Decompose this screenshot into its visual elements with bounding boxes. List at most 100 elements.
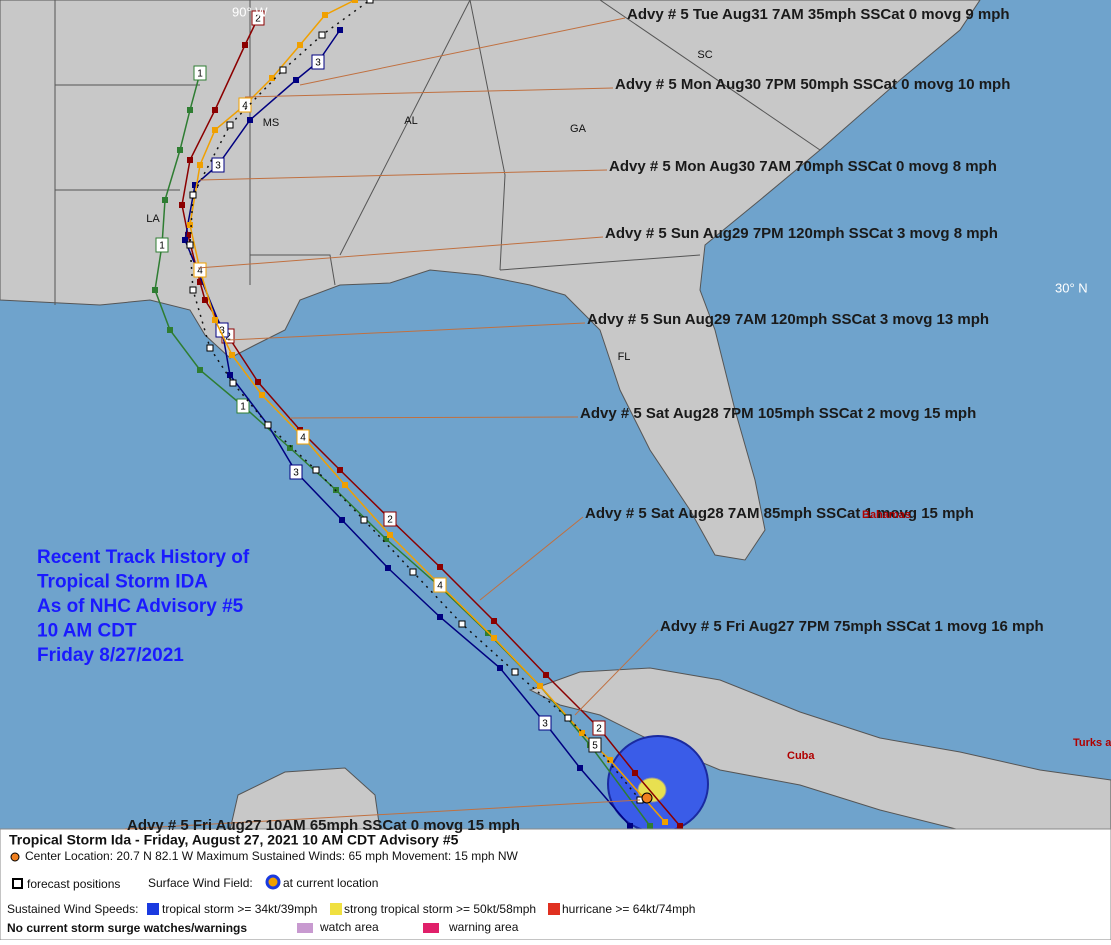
forecast-label: 3 (219, 326, 225, 337)
leader-line (479, 516, 584, 601)
track-point (179, 202, 185, 208)
track-line (184, 29, 631, 827)
track-point (409, 568, 417, 576)
forecast-box (296, 429, 310, 445)
track-point (677, 823, 683, 829)
track-point (287, 445, 293, 451)
legend-text: warning area (448, 920, 519, 934)
forecast-box (193, 262, 207, 278)
speed-swatch (548, 903, 560, 915)
track-point (152, 287, 158, 293)
track-point (564, 714, 572, 722)
forecast-label: 2 (255, 14, 261, 25)
track-point (339, 517, 345, 523)
track-point (491, 618, 497, 624)
track-point (212, 107, 218, 113)
track-point (259, 392, 265, 398)
speed-swatch (330, 903, 342, 915)
forecast-box (538, 715, 552, 731)
track-point (212, 127, 218, 133)
border (469, 0, 506, 271)
track-point (322, 12, 328, 18)
track-point (312, 466, 320, 474)
track-point (360, 516, 368, 524)
forecast-label: 1 (197, 69, 203, 80)
forecast-label: 4 (437, 581, 443, 592)
forecast-box (433, 577, 447, 593)
warning-swatch (423, 923, 439, 933)
advisory-label: Advy # 5 Fri Aug27 7PM 75mph SSCat 1 mov… (660, 618, 1044, 635)
track-point (387, 532, 393, 538)
forecast-box (236, 398, 250, 414)
forecast-label: 3 (542, 719, 548, 730)
legend-text: Sustained Wind Speeds: (7, 902, 138, 916)
track-point (255, 379, 261, 385)
legend-text: tropical storm >= 34kt/39mph (162, 902, 317, 916)
track-point (197, 367, 203, 373)
track-point (607, 757, 613, 763)
forecast-label: 3 (293, 468, 299, 479)
leader-line (299, 17, 626, 86)
track-point (543, 672, 549, 678)
leader-line (227, 322, 586, 341)
track-point (632, 770, 638, 776)
wind-icon (265, 874, 281, 890)
forecast-label: 4 (197, 266, 203, 277)
track-point (189, 191, 197, 199)
legend-text: Surface Wind Field: (148, 876, 253, 890)
leader-line (124, 799, 641, 830)
track-point (186, 241, 194, 249)
forecast-box (193, 65, 207, 81)
track-point (337, 27, 343, 33)
track-point (437, 614, 443, 620)
track-point (227, 372, 233, 378)
track-point (342, 482, 348, 488)
track-point (212, 317, 218, 323)
track-point (185, 232, 191, 238)
track-point (627, 823, 633, 829)
track-point (579, 730, 585, 736)
track-point (229, 379, 237, 387)
forecast-box (588, 737, 602, 753)
forecast-label: 4 (300, 433, 306, 444)
legend-text: Center Location: 20.7 N 82.1 W Maximum S… (25, 849, 519, 863)
forecast-label: 3 (315, 58, 321, 69)
track-point (192, 182, 198, 188)
track-point (537, 683, 543, 689)
forecast-label: 5 (592, 741, 598, 752)
advisory-label: Advy # 5 Fri Aug27 10AM 65mph SSCat 0 mo… (127, 817, 520, 834)
legend-text: forecast positions (27, 877, 120, 891)
track-point (383, 536, 389, 542)
track-point (293, 77, 299, 83)
track-point (279, 66, 287, 74)
leader-line (574, 629, 659, 716)
history-title: 10 AM CDT (37, 621, 137, 642)
legend-title: Tropical Storm Ida - Friday, August 27, … (9, 832, 459, 848)
forecast-label: 3 (215, 161, 221, 172)
track-point (206, 344, 214, 352)
track-point (247, 117, 253, 123)
track-point (497, 665, 503, 671)
border (499, 254, 701, 271)
track-point (187, 107, 193, 113)
track-point (269, 75, 275, 81)
track-point (511, 668, 519, 676)
advisory-label: Advy # 5 Sat Aug28 7PM 105mph SSCat 2 mo… (580, 405, 976, 422)
country-label: Cuba (787, 750, 815, 762)
borders (54, 0, 821, 305)
track-point (577, 765, 583, 771)
border (250, 254, 336, 286)
state-label: FL (618, 351, 631, 363)
track-point (242, 42, 248, 48)
forecast-icon (12, 878, 23, 889)
track-point (197, 279, 203, 285)
forecast-box (215, 322, 229, 338)
track-point (197, 162, 203, 168)
state-label: GA (570, 123, 587, 135)
state-label: LA (146, 213, 160, 225)
track-point (189, 286, 197, 294)
advisory-label: Advy # 5 Mon Aug30 7PM 50mph SSCat 0 mov… (615, 76, 1010, 93)
forecast-box (238, 97, 252, 113)
country-label: Bahamas (862, 509, 911, 521)
track-point (491, 635, 497, 641)
